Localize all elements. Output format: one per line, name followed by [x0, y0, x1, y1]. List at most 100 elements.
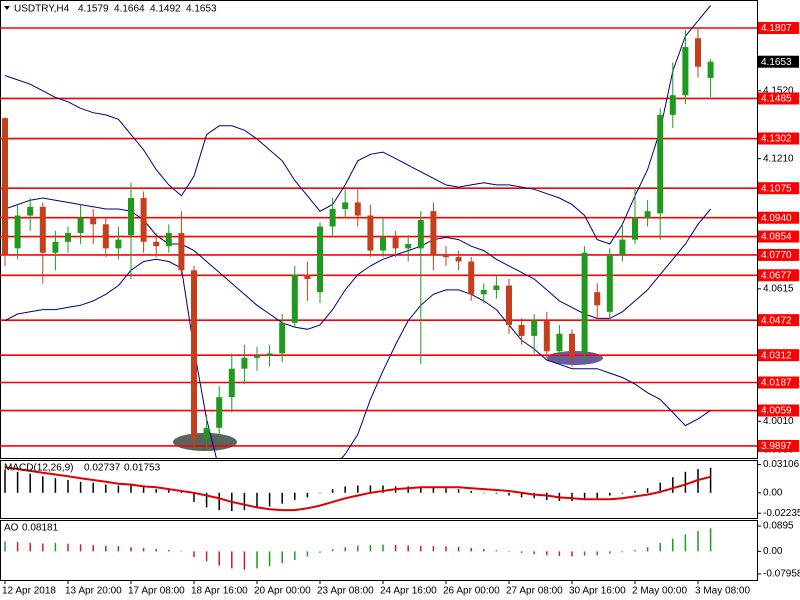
level-label-box	[758, 248, 799, 261]
level-label-box	[758, 376, 799, 389]
band-line	[4, 5, 711, 245]
level-label-box	[758, 269, 799, 282]
macd-bar	[369, 485, 372, 493]
macd-bar	[319, 492, 321, 494]
axes: 4.15204.12104.06154.00103.98804.18074.14…	[2, 22, 800, 597]
macd-bar	[67, 480, 69, 493]
ao-bar	[16, 542, 19, 552]
candle-body	[279, 322, 286, 354]
ao-bar	[319, 551, 321, 553]
ao-bar	[243, 551, 246, 570]
macd-bar	[495, 492, 498, 494]
macd-bar	[331, 489, 334, 493]
y-tick-label: 4.0615	[763, 283, 794, 294]
menu-arrow[interactable]	[4, 6, 10, 10]
candle-body	[27, 206, 34, 216]
ao-bar	[609, 551, 611, 554]
candle-body	[228, 368, 235, 398]
y-tick-label: 4.0010	[763, 416, 794, 427]
macd-bar	[168, 490, 170, 493]
candle-body	[455, 257, 462, 262]
candle-body	[695, 38, 701, 67]
candle-body	[556, 333, 563, 352]
candle-body	[367, 215, 374, 251]
level-label: 4.1807	[761, 23, 792, 34]
candle-body	[657, 114, 664, 214]
ao-bar	[42, 543, 44, 552]
candle-body	[153, 241, 160, 247]
ao-bar	[357, 545, 359, 552]
level-label-box	[758, 404, 799, 417]
level-label-box	[758, 439, 799, 452]
ao-bar	[67, 543, 69, 552]
ao-bar	[646, 547, 649, 552]
candle-body	[2, 118, 8, 255]
ao-bar	[268, 551, 271, 567]
macd-bar	[357, 485, 359, 493]
candle-body	[480, 289, 487, 295]
ao-bar	[672, 538, 674, 552]
candle-body	[77, 217, 84, 234]
macd-bar	[609, 492, 611, 496]
candle-body	[191, 270, 197, 439]
ao-bar	[571, 551, 573, 557]
y-tick-label: 0.0895	[763, 521, 794, 532]
ao-bar	[394, 544, 397, 552]
level-label-box	[758, 132, 799, 145]
macd-value: 0.02737	[84, 463, 121, 474]
level-label: 4.0059	[761, 406, 792, 417]
ao-bar	[432, 546, 435, 552]
candle-body	[165, 233, 172, 247]
macd-bar	[4, 469, 6, 493]
ao-bar	[193, 551, 195, 558]
ao-bar	[709, 528, 712, 552]
candle-body	[14, 215, 21, 249]
candle-body	[241, 357, 248, 369]
ao-bar	[168, 549, 170, 552]
macd-bar	[117, 485, 120, 493]
macd-bar	[294, 492, 296, 501]
ao-title: AO	[4, 523, 19, 534]
candle-body	[682, 47, 689, 96]
macd-bar	[130, 485, 132, 493]
ao-bar	[420, 545, 422, 552]
level-label: 4.0770	[761, 250, 792, 261]
candle-body	[543, 320, 550, 352]
candle-body	[203, 427, 210, 439]
candle-body	[291, 274, 298, 323]
candle-body	[405, 243, 412, 249]
candle-body	[329, 208, 336, 227]
level-label-box	[758, 22, 799, 35]
header-close: 4.1653	[186, 4, 217, 15]
header-high: 4.1664	[114, 4, 145, 15]
ao-bar	[407, 545, 409, 552]
macd-bar	[16, 471, 19, 493]
candle-body	[493, 285, 500, 290]
macd-title: MACD(12,26,9)	[4, 463, 73, 474]
macd-panel	[0, 460, 758, 519]
candle-body	[140, 198, 147, 242]
macd-bar	[180, 491, 183, 493]
candle-body	[468, 261, 475, 295]
x-tick-label: 3 May 08:00	[695, 586, 750, 597]
candle-body	[90, 217, 97, 225]
y-tick-label: -0.07958	[763, 569, 800, 580]
ao-bar	[79, 544, 82, 552]
ao-bar	[558, 551, 561, 556]
macd-bar	[92, 482, 94, 493]
macd-bar	[520, 492, 523, 498]
macd-bar	[445, 488, 447, 493]
ao-bar	[344, 547, 346, 552]
ao-bar	[583, 551, 586, 556]
candle-body	[430, 211, 437, 255]
ao-bar	[382, 544, 384, 552]
macd-bar	[243, 492, 246, 511]
candle-body	[644, 211, 651, 218]
macd-bar	[634, 490, 636, 493]
candle-body	[39, 206, 46, 253]
level-label-box	[758, 314, 799, 327]
ao-bar	[457, 546, 460, 552]
ao-bar	[331, 549, 334, 552]
ao-panel	[0, 520, 758, 581]
